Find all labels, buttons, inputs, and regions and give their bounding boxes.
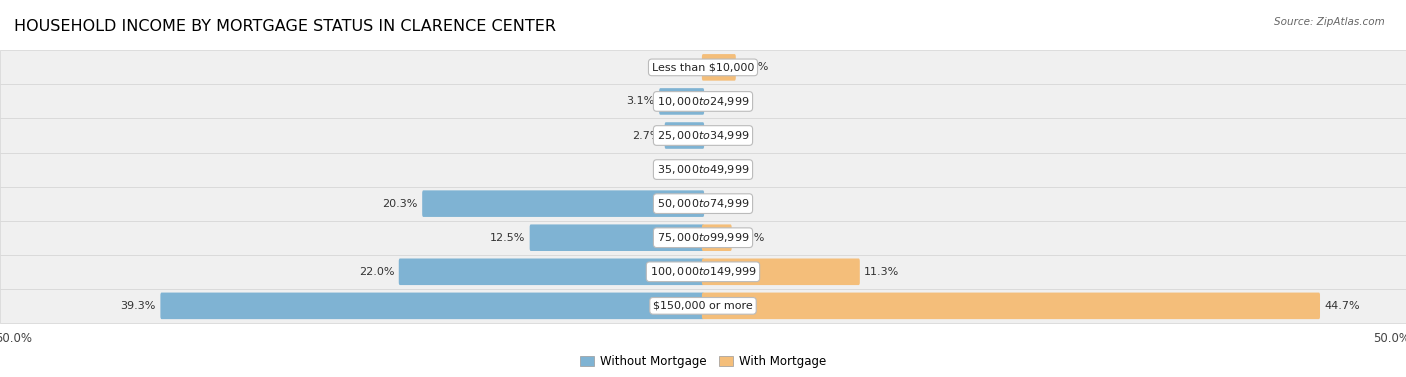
Text: 20.3%: 20.3%	[382, 199, 418, 208]
FancyBboxPatch shape	[702, 293, 1320, 319]
FancyBboxPatch shape	[702, 224, 731, 251]
Text: Source: ZipAtlas.com: Source: ZipAtlas.com	[1274, 17, 1385, 27]
Legend: Without Mortgage, With Mortgage: Without Mortgage, With Mortgage	[575, 351, 831, 373]
Text: 2.7%: 2.7%	[631, 130, 661, 141]
FancyBboxPatch shape	[702, 54, 735, 81]
Text: $150,000 or more: $150,000 or more	[654, 301, 752, 311]
Text: 22.0%: 22.0%	[359, 267, 394, 277]
FancyBboxPatch shape	[422, 190, 704, 217]
FancyBboxPatch shape	[530, 224, 704, 251]
Text: 0.0%: 0.0%	[709, 97, 737, 106]
Text: $10,000 to $24,999: $10,000 to $24,999	[657, 95, 749, 108]
FancyBboxPatch shape	[399, 259, 704, 285]
Text: 0.0%: 0.0%	[709, 165, 737, 175]
FancyBboxPatch shape	[160, 293, 704, 319]
Text: 2.3%: 2.3%	[740, 62, 769, 72]
Text: $35,000 to $49,999: $35,000 to $49,999	[657, 163, 749, 176]
Text: 0.0%: 0.0%	[709, 199, 737, 208]
Bar	[0, 153, 1406, 187]
Bar	[0, 221, 1406, 255]
FancyBboxPatch shape	[702, 259, 860, 285]
Text: 0.0%: 0.0%	[669, 62, 697, 72]
Bar	[0, 118, 1406, 153]
Text: 11.3%: 11.3%	[865, 267, 900, 277]
Bar	[0, 255, 1406, 289]
Text: 3.1%: 3.1%	[627, 97, 655, 106]
Text: 2.0%: 2.0%	[737, 233, 765, 243]
Bar	[0, 84, 1406, 118]
Text: 12.5%: 12.5%	[489, 233, 526, 243]
FancyBboxPatch shape	[665, 122, 704, 149]
Text: $75,000 to $99,999: $75,000 to $99,999	[657, 231, 749, 244]
Text: HOUSEHOLD INCOME BY MORTGAGE STATUS IN CLARENCE CENTER: HOUSEHOLD INCOME BY MORTGAGE STATUS IN C…	[14, 19, 555, 34]
FancyBboxPatch shape	[659, 88, 704, 115]
Bar	[0, 51, 1406, 84]
Bar	[0, 289, 1406, 323]
Text: 0.0%: 0.0%	[669, 165, 697, 175]
Bar	[0, 187, 1406, 221]
Text: $100,000 to $149,999: $100,000 to $149,999	[650, 265, 756, 278]
Text: 44.7%: 44.7%	[1324, 301, 1360, 311]
Text: $25,000 to $34,999: $25,000 to $34,999	[657, 129, 749, 142]
Text: Less than $10,000: Less than $10,000	[652, 62, 754, 72]
Text: 39.3%: 39.3%	[121, 301, 156, 311]
Text: $50,000 to $74,999: $50,000 to $74,999	[657, 197, 749, 210]
Text: 0.0%: 0.0%	[709, 130, 737, 141]
